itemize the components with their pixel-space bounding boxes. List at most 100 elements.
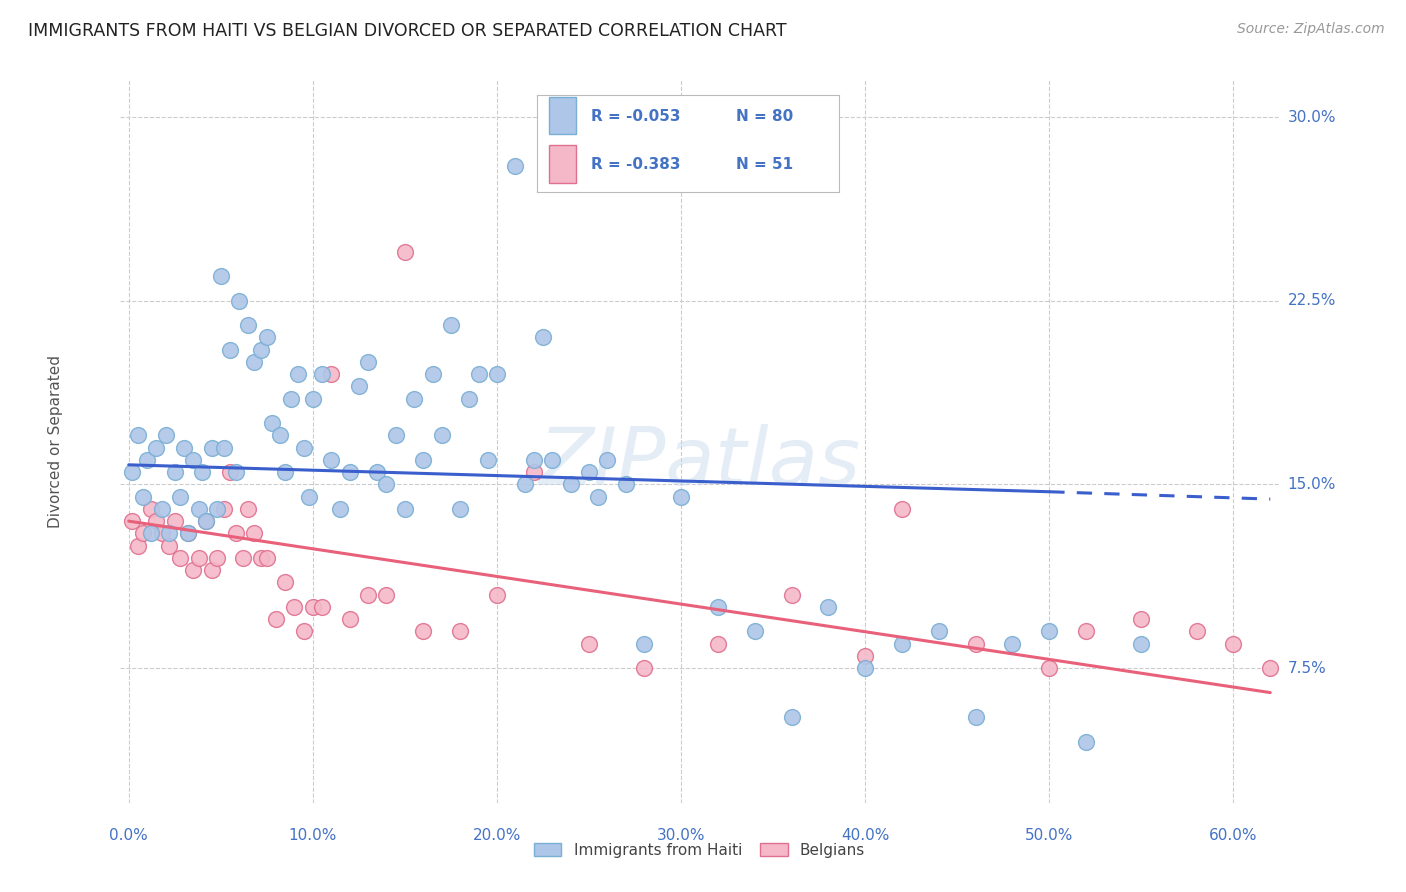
Point — [121, 465, 143, 479]
Point — [375, 477, 398, 491]
Text: 15.0%: 15.0% — [1288, 477, 1336, 491]
Point — [412, 453, 434, 467]
Point — [505, 159, 527, 173]
Point — [150, 526, 173, 541]
Point — [780, 710, 803, 724]
Point — [477, 453, 499, 467]
Point — [219, 465, 242, 479]
Point — [586, 490, 609, 504]
Point — [596, 453, 619, 467]
Point — [633, 661, 655, 675]
Point — [195, 514, 218, 528]
Point — [298, 490, 321, 504]
Text: ZIPatlas: ZIPatlas — [538, 425, 860, 502]
Point — [449, 502, 471, 516]
Text: 7.5%: 7.5% — [1288, 661, 1326, 675]
Point — [283, 599, 305, 614]
Point — [250, 550, 273, 565]
Point — [1076, 734, 1098, 748]
Point — [200, 441, 222, 455]
Text: 60.0%: 60.0% — [1209, 828, 1258, 843]
Point — [560, 477, 582, 491]
Point — [225, 465, 247, 479]
Point — [219, 343, 242, 357]
Point — [891, 637, 914, 651]
Point — [366, 465, 388, 479]
Point — [375, 588, 398, 602]
Point — [157, 539, 180, 553]
Point — [404, 392, 426, 406]
Point — [707, 599, 730, 614]
Point — [238, 502, 260, 516]
Point — [394, 502, 416, 516]
Point — [1185, 624, 1208, 639]
Point — [458, 392, 481, 406]
Point — [1130, 637, 1153, 651]
Point — [238, 318, 260, 333]
Point — [1258, 661, 1281, 675]
Point — [440, 318, 463, 333]
Point — [357, 355, 380, 369]
Point — [744, 624, 766, 639]
Point — [150, 502, 173, 516]
Point — [578, 465, 600, 479]
Point — [485, 588, 508, 602]
Point — [155, 428, 177, 442]
Point — [292, 441, 315, 455]
Point — [169, 490, 191, 504]
Point — [274, 465, 297, 479]
Point — [302, 392, 325, 406]
Point — [965, 710, 987, 724]
Point — [853, 661, 876, 675]
Point — [853, 648, 876, 663]
Text: 50.0%: 50.0% — [1025, 828, 1074, 843]
Point — [187, 550, 209, 565]
Point — [269, 428, 291, 442]
Point — [191, 465, 214, 479]
Point — [121, 514, 143, 528]
Point — [633, 637, 655, 651]
Point — [1222, 637, 1244, 651]
Point — [205, 502, 228, 516]
Point — [292, 624, 315, 639]
Point — [214, 502, 236, 516]
Point — [817, 599, 839, 614]
Point — [187, 502, 209, 516]
Point — [578, 637, 600, 651]
Point — [965, 637, 987, 651]
Point — [467, 367, 489, 381]
Point — [205, 550, 228, 565]
Point — [228, 293, 250, 308]
Point — [347, 379, 370, 393]
Point — [614, 477, 637, 491]
Point — [195, 514, 218, 528]
Point — [264, 612, 287, 626]
Point — [262, 416, 284, 430]
Point — [256, 550, 278, 565]
Point — [127, 428, 149, 442]
Point — [928, 624, 950, 639]
Point — [357, 588, 380, 602]
Point — [1038, 661, 1060, 675]
Point — [280, 392, 302, 406]
Point — [256, 330, 278, 344]
Point — [1001, 637, 1024, 651]
Text: Source: ZipAtlas.com: Source: ZipAtlas.com — [1237, 22, 1385, 37]
Point — [157, 526, 180, 541]
Point — [132, 490, 155, 504]
Point — [176, 526, 198, 541]
Point — [422, 367, 444, 381]
Point — [311, 599, 333, 614]
Point — [302, 599, 325, 614]
Text: 30.0%: 30.0% — [1288, 110, 1336, 125]
Point — [127, 539, 149, 553]
Point — [145, 514, 167, 528]
Point — [485, 367, 508, 381]
Point — [531, 330, 554, 344]
Point — [430, 428, 453, 442]
Point — [250, 343, 273, 357]
Text: 40.0%: 40.0% — [841, 828, 890, 843]
Point — [232, 550, 254, 565]
Point — [339, 465, 361, 479]
Point — [311, 367, 333, 381]
